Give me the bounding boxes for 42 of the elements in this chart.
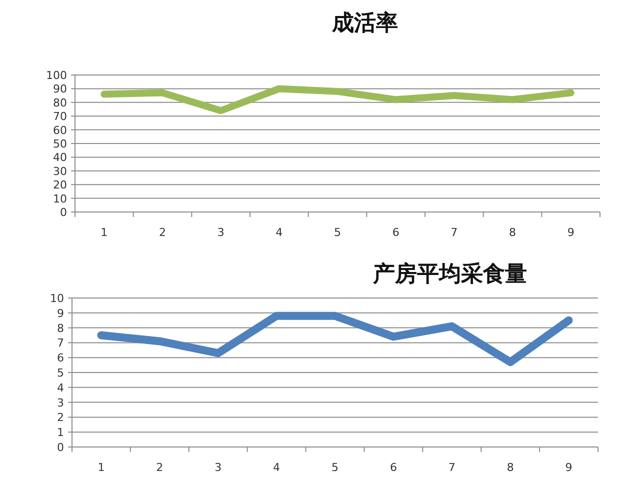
y-tick-label: 9 (57, 306, 64, 320)
y-tick-label: 10 (50, 292, 64, 305)
x-tick-label: 9 (567, 226, 574, 239)
y-tick-label: 4 (57, 381, 64, 394)
y-tick-label: 8 (57, 322, 64, 335)
y-tick-label: 80 (53, 96, 67, 110)
y-tick-label: 70 (53, 110, 67, 124)
y-tick-label: 0 (57, 441, 64, 454)
x-tick-label: 7 (450, 226, 458, 239)
x-tick-label: 5 (332, 461, 338, 474)
x-tick-label: 7 (448, 461, 456, 474)
x-tick-label: 6 (390, 461, 397, 474)
y-tick-label: 40 (53, 151, 67, 164)
y-tick-label: 3 (57, 396, 64, 410)
chart-title: 成活率 (331, 10, 398, 36)
y-tick-label: 20 (53, 178, 67, 192)
y-tick-label: 10 (53, 192, 67, 206)
y-tick-label: 30 (53, 164, 67, 178)
x-tick-label: 5 (334, 226, 341, 239)
y-tick-label: 50 (53, 138, 67, 150)
y-tick-label: 60 (53, 124, 67, 137)
y-tick-label: 0 (60, 206, 67, 219)
x-tick-label: 8 (509, 226, 516, 239)
x-tick-label: 4 (273, 461, 280, 474)
y-tick-label: 6 (57, 352, 64, 365)
x-tick-label: 4 (276, 226, 283, 239)
y-tick-label: 7 (57, 336, 64, 350)
x-tick-label: 2 (156, 461, 164, 474)
chart-title: 产房平均采食量 (372, 261, 527, 287)
x-tick-label: 2 (159, 226, 166, 239)
y-tick-label: 5 (57, 366, 64, 380)
x-tick-label: 6 (392, 226, 400, 239)
x-tick-label: 3 (217, 226, 224, 239)
y-tick-label: 1 (57, 426, 64, 440)
y-tick-label: 100 (46, 69, 67, 82)
y-tick-label: 90 (53, 82, 67, 96)
x-tick-label: 8 (506, 461, 514, 474)
y-tick-label: 2 (57, 411, 64, 424)
x-tick-label: 9 (565, 461, 572, 474)
x-tick-label: 1 (100, 226, 108, 239)
x-tick-label: 1 (98, 461, 105, 474)
x-tick-label: 3 (214, 461, 222, 474)
